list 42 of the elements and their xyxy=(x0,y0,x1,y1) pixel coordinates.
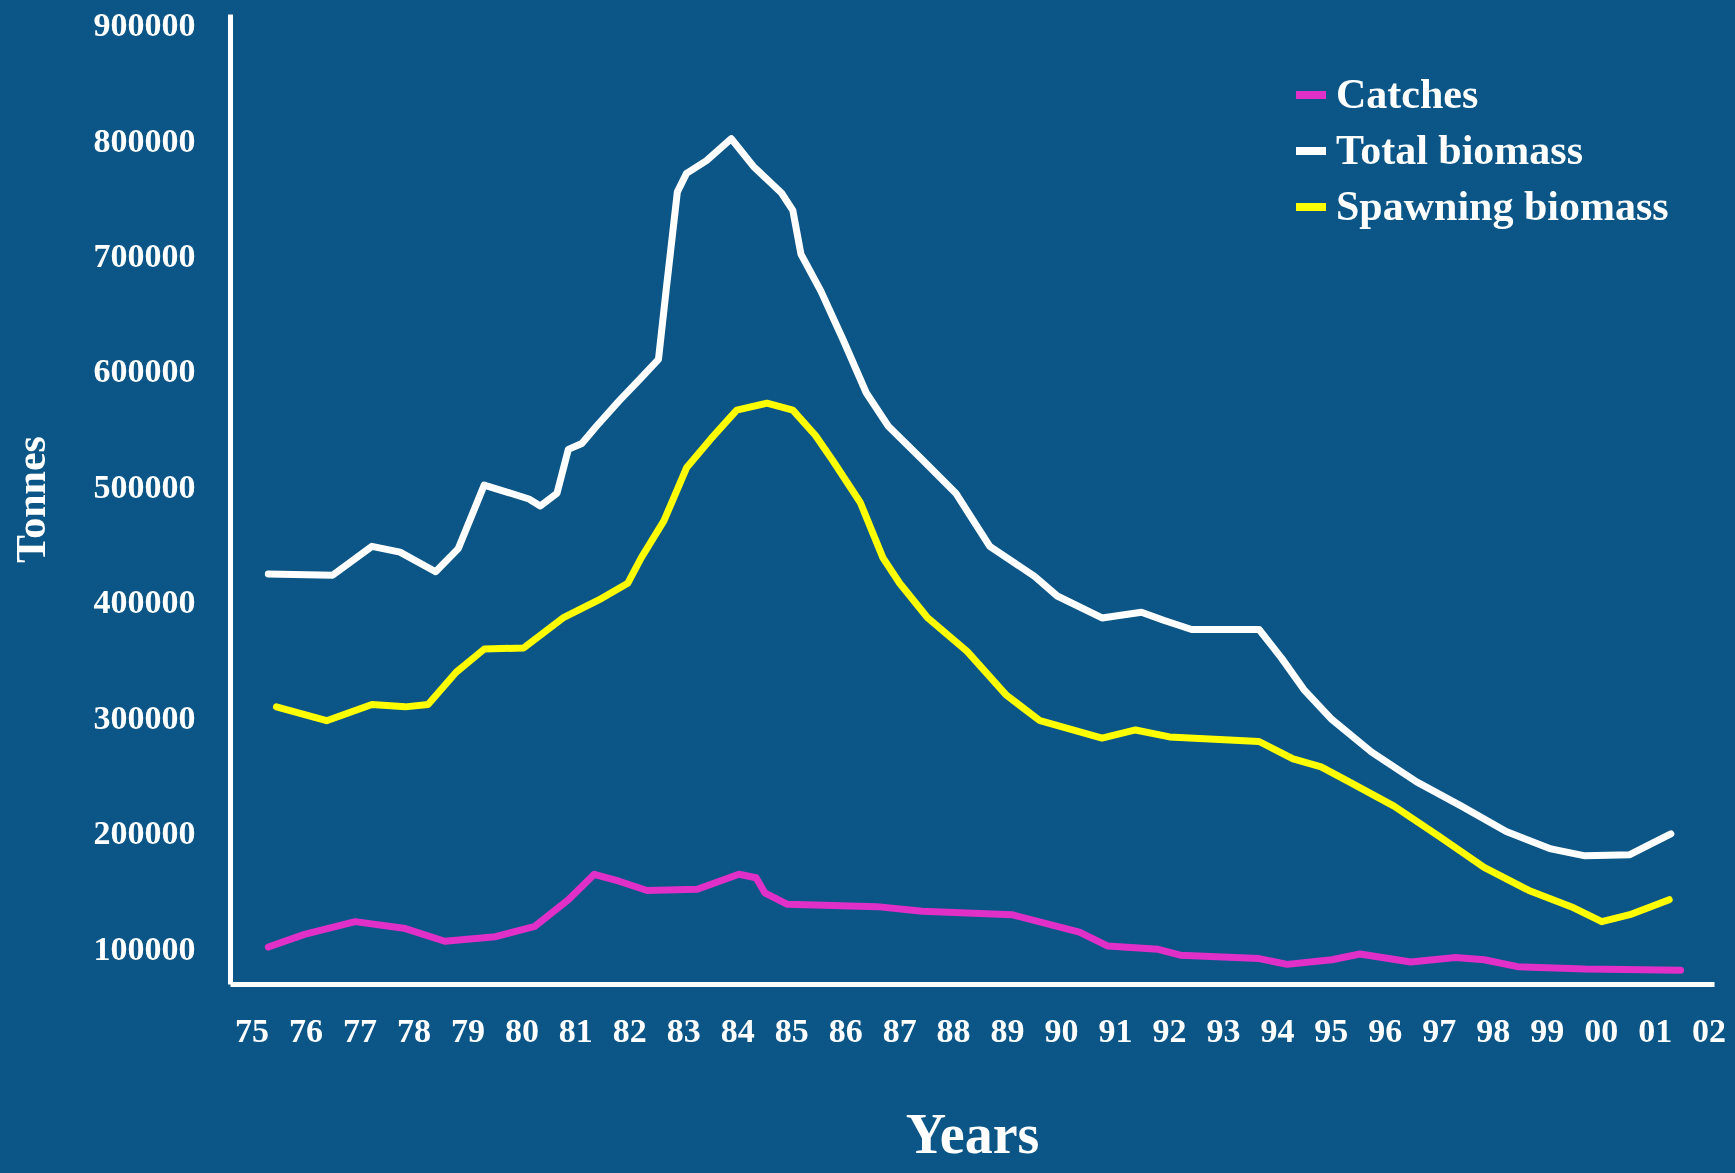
x-tick-label: 98 xyxy=(1476,1011,1511,1049)
x-tick-label: 99 xyxy=(1530,1011,1565,1049)
x-tick-label: 87 xyxy=(882,1011,917,1049)
y-tick-label: 900000 xyxy=(93,6,196,44)
x-tick-label: 80 xyxy=(504,1011,539,1049)
x-tick-label: 76 xyxy=(289,1011,324,1049)
y-tick-label: 600000 xyxy=(93,352,196,390)
y-tick-label: 800000 xyxy=(93,121,196,159)
x-tick-label: 02 xyxy=(1692,1011,1727,1049)
legend-label: Catches xyxy=(1336,71,1479,117)
legend-label: Total biomass xyxy=(1336,127,1584,173)
x-tick-label: 88 xyxy=(936,1011,971,1049)
x-tick-label: 82 xyxy=(612,1011,647,1049)
y-tick-label: 400000 xyxy=(93,583,196,621)
x-tick-label: 79 xyxy=(450,1011,485,1049)
x-tick-label: 90 xyxy=(1044,1011,1079,1049)
x-tick-label: 92 xyxy=(1152,1011,1187,1049)
y-tick-label: 100000 xyxy=(93,929,196,967)
x-tick-label: 77 xyxy=(343,1011,378,1049)
x-tick-label: 00 xyxy=(1584,1011,1619,1049)
x-tick-label: 96 xyxy=(1368,1011,1403,1049)
x-tick-label: 89 xyxy=(990,1011,1025,1049)
x-tick-label: 81 xyxy=(558,1011,593,1049)
y-tick-label: 700000 xyxy=(93,237,196,274)
x-tick-label: 01 xyxy=(1638,1011,1673,1049)
x-tick-label: 84 xyxy=(720,1011,755,1049)
x-tick-label: 83 xyxy=(666,1011,701,1049)
y-tick-label: 300000 xyxy=(93,698,196,736)
x-tick-label: 97 xyxy=(1422,1011,1457,1049)
y-tick-label: 200000 xyxy=(93,814,196,852)
y-tick-label: 500000 xyxy=(93,467,196,505)
legend-label: Spawning biomass xyxy=(1336,183,1669,229)
x-tick-label: 75 xyxy=(235,1011,270,1049)
x-tick-label: 95 xyxy=(1314,1011,1349,1049)
x-tick-label: 85 xyxy=(774,1011,809,1049)
x-tick-label: 78 xyxy=(396,1011,431,1049)
x-tick-label: 91 xyxy=(1098,1011,1133,1049)
x-axis-title: Years xyxy=(905,1102,1040,1165)
x-tick-label: 93 xyxy=(1206,1011,1241,1049)
x-tick-label: 86 xyxy=(828,1011,863,1049)
x-tick-label: 94 xyxy=(1260,1011,1295,1049)
y-axis-title: Tonnes xyxy=(7,436,54,563)
